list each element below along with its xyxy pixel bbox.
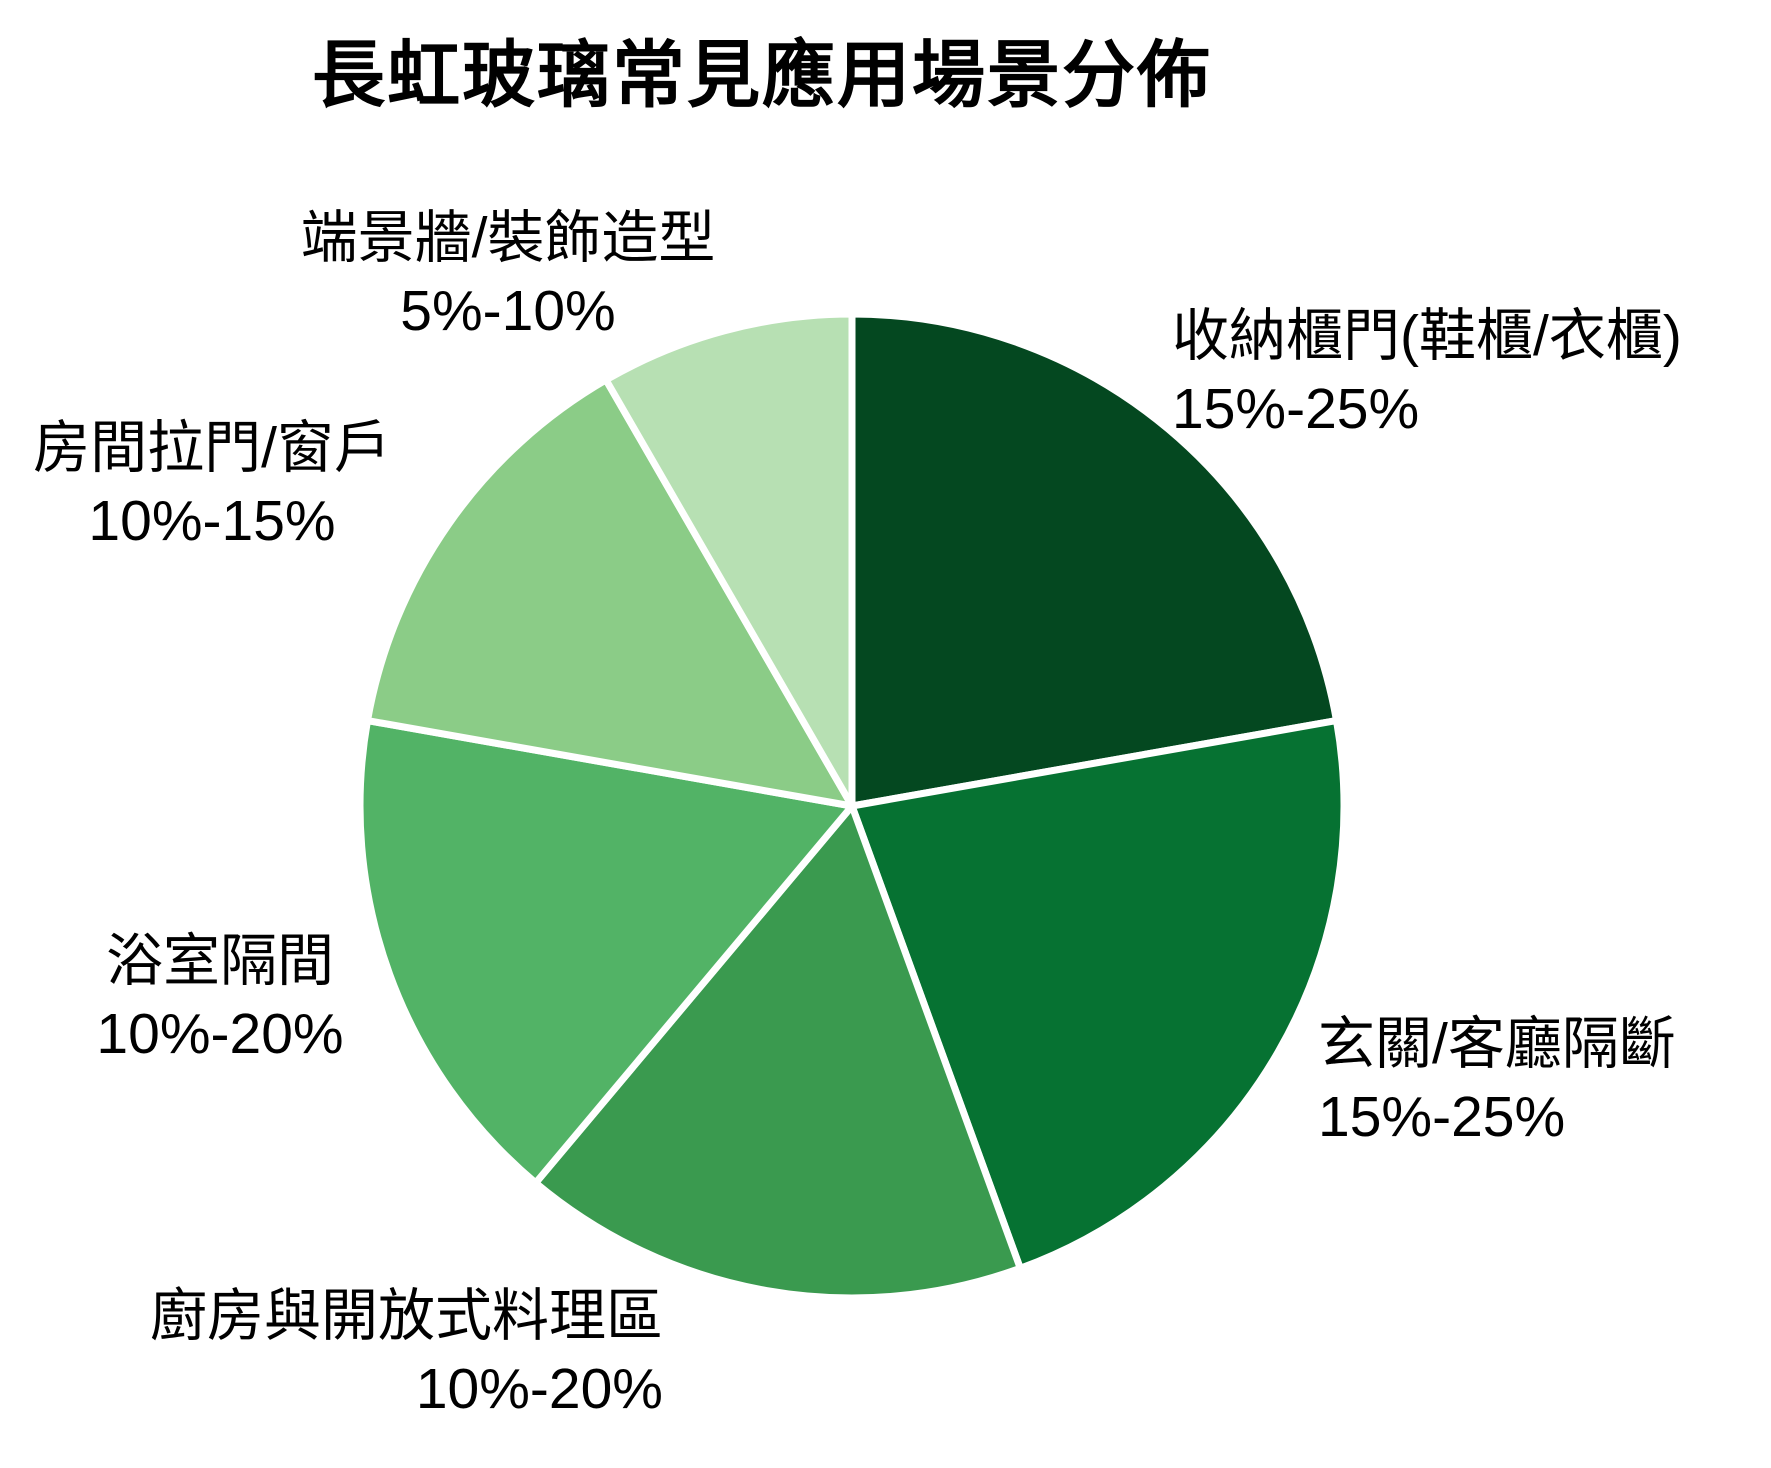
slice-label-text: 玄關/客廳隔斷 [1318, 1012, 1676, 1076]
chart-title: 長虹玻璃常見應用場景分佈 [312, 35, 1212, 116]
slice-label-text: 端景牆/裝飾造型 [300, 206, 716, 270]
pie-slice-3 [532, 802, 1024, 1302]
pie-slice-2 [848, 717, 1348, 1272]
slice-label-range: 5%-10% [400, 279, 616, 343]
slice-label-2: 玄關/客廳隔斷 15%-25% [1318, 1008, 1676, 1154]
slice-label-3: 廚房與開放式料理區 10%-20% [150, 1280, 663, 1426]
slice-label-range: 15%-25% [1318, 1085, 1566, 1149]
slice-label-5: 房間拉門/窗戶 10%-15% [33, 412, 391, 558]
pie-slice-1 [848, 310, 1340, 810]
slice-label-range: 10%-20% [415, 1357, 663, 1421]
slice-label-text: 浴室隔間 [106, 929, 334, 993]
slice-label-4: 浴室隔間 10%-20% [96, 925, 343, 1071]
slice-label-range: 10%-20% [96, 1002, 344, 1066]
slice-label-1: 收納櫃門(鞋櫃/衣櫃) 15%-25% [1172, 300, 1682, 446]
slice-label-text: 廚房與開放式料理區 [150, 1284, 663, 1348]
pie-slice-5 [364, 376, 856, 810]
slice-label-text: 收納櫃門(鞋櫃/衣櫃) [1172, 304, 1682, 368]
slice-label-range: 15%-25% [1172, 377, 1420, 441]
pie-slice-4 [356, 717, 856, 1187]
pie-slice-6 [602, 310, 856, 810]
slice-label-6: 端景牆/裝飾造型 5%-10% [301, 202, 716, 348]
slice-label-text: 房間拉門/窗戶 [33, 416, 391, 480]
slice-label-range: 10%-15% [88, 489, 336, 553]
